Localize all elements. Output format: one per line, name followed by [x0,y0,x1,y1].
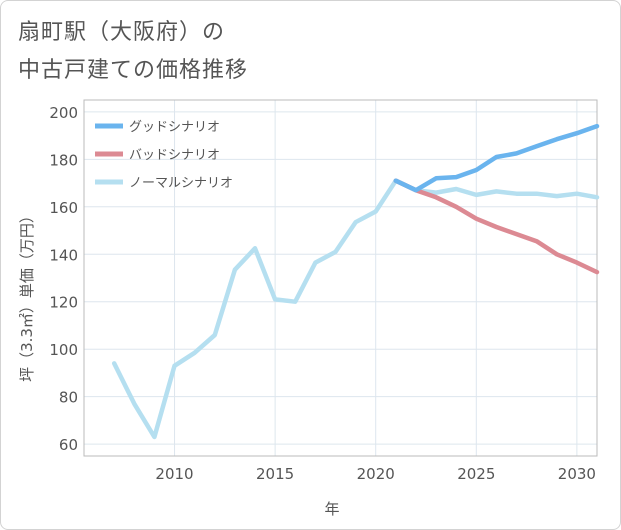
legend-label-2: ノーマルシナリオ [129,176,233,191]
legend-label-1: バッドシナリオ [129,148,220,163]
x-axis-label: 年 [324,500,339,518]
series-line-2 [111,178,600,440]
plot-area-border [83,99,598,457]
y-tick-label: 60 [59,436,78,454]
y-tick-label: 140 [49,246,78,264]
grid-lines [84,100,597,456]
chart-title-line-2: 中古戸建ての価格推移 [18,58,249,83]
x-axis-ticks: 2010 2015 2020 2025 2030 [155,465,596,483]
y-tick-label: 80 [59,389,78,407]
chart-title-line-1: 扇町駅（大阪府）の [18,20,226,45]
y-tick-label: 160 [49,199,78,217]
x-tick-label: 2030 [558,465,596,483]
chart-title: 扇町駅（大阪府）の 中古戸建ての価格推移 [18,14,248,90]
series-line-1 [393,178,600,275]
x-tick-label: 2010 [155,465,193,483]
x-tick-label: 2015 [256,465,294,483]
series-line-0 [393,123,600,193]
y-tick-label: 100 [49,341,78,359]
y-axis-label: 坪（3.3㎡）単価（万円） [18,208,36,382]
y-tick-label: 200 [49,104,78,122]
x-tick-label: 2020 [357,465,395,483]
y-tick-label: 180 [49,151,78,169]
legend-label-0: グッドシナリオ [129,120,220,135]
y-tick-label: 120 [49,294,78,312]
series-lines [111,123,600,440]
x-tick-label: 2025 [457,465,495,483]
y-axis-ticks: 60 80 100 120 140 160 180 200 [49,104,78,454]
